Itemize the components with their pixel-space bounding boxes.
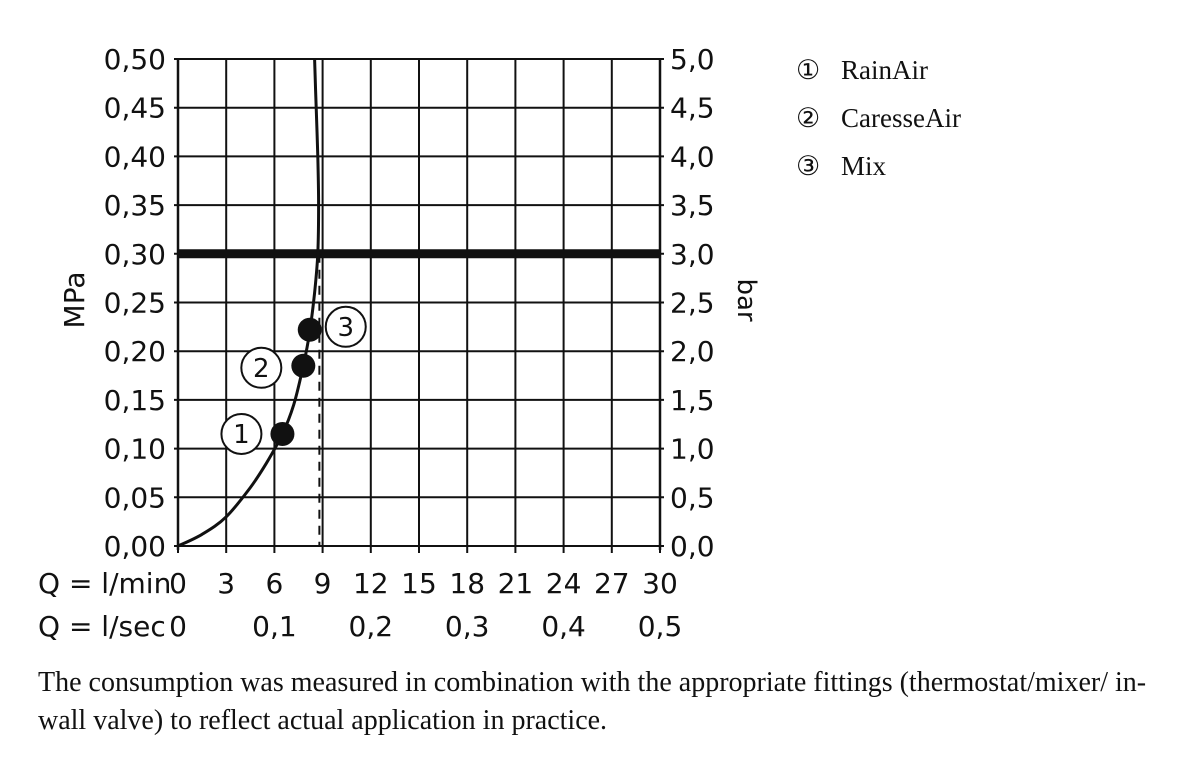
- legend-label-caresseair: CaresseAir: [841, 103, 961, 133]
- callout-circle-2: [240, 346, 283, 389]
- y-left-tick-label: 0,05: [104, 481, 166, 514]
- x-primary-tick-label: 24: [546, 567, 582, 600]
- y-right-tick-label: 3,0: [670, 238, 715, 271]
- y-right-tick-label: 0,0: [670, 530, 715, 563]
- y-right-tick-label: 1,0: [670, 433, 715, 466]
- footnote-text: The consumption was measured in combinat…: [38, 667, 1147, 736]
- x-secondary-tick-label: 0: [169, 610, 187, 643]
- x-secondary-axis-label: Q = l/sec: [38, 610, 166, 643]
- y-left-tick-label: 0,45: [104, 92, 166, 125]
- y-right-tick-label: 3,5: [670, 189, 715, 222]
- data-points: 1 2 3: [220, 305, 367, 455]
- y-left-tick-label: 0,30: [104, 238, 166, 271]
- callout-circle-1: [220, 412, 263, 455]
- x-primary-tick-label: 9: [314, 567, 332, 600]
- callout-label-1: 1: [233, 420, 250, 450]
- x-primary-tick-label: 21: [498, 567, 534, 600]
- chart-grid: [174, 58, 664, 553]
- callout-label-3: 3: [337, 313, 354, 343]
- y-left-tick-label: 0,25: [104, 287, 166, 320]
- x-secondary-tick-label: 0,1: [252, 610, 297, 643]
- x-secondary-tick-label: 0,4: [541, 610, 586, 643]
- y-left-tick-label: 0,15: [104, 384, 166, 417]
- y-right-tick-label: 2,5: [670, 287, 715, 320]
- data-point-2: [291, 353, 316, 378]
- data-point-1: [270, 421, 295, 446]
- y-right-tick-label: 2,0: [670, 335, 715, 368]
- x-secondary-tick-label: 0,3: [445, 610, 490, 643]
- legend: ① RainAir ② CaresseAir ③ Mix: [796, 55, 961, 181]
- legend-symbol-2: ②: [796, 103, 820, 133]
- data-point-3: [297, 317, 322, 342]
- x-primary-tick-label: 18: [449, 567, 485, 600]
- legend-label-rainair: RainAir: [841, 55, 928, 85]
- x-primary-tick-label: 3: [217, 567, 235, 600]
- y-left-axis-label: MPa: [58, 272, 91, 329]
- y-left-tick-label: 0,50: [104, 43, 166, 76]
- y-right-tick-label: 4,5: [670, 92, 715, 125]
- y-right-tick-label: 0,5: [670, 481, 715, 514]
- x-secondary-tick-label: 0,5: [638, 610, 683, 643]
- x-primary-tick-label: 12: [353, 567, 389, 600]
- x-primary-tick-label: 6: [265, 567, 283, 600]
- x-primary-tick-label: 30: [642, 567, 678, 600]
- legend-symbol-3: ③: [796, 151, 820, 181]
- y-right-axis-label: bar: [731, 278, 761, 321]
- x-primary-tick-label: 27: [594, 567, 630, 600]
- x-primary-axis-label: Q = l/min: [38, 567, 171, 600]
- legend-symbol-1: ①: [796, 55, 820, 85]
- callout-label-2: 2: [253, 354, 270, 384]
- y-left-tick-label: 0,10: [104, 433, 166, 466]
- tick-labels: 0,000,050,100,150,200,250,300,350,400,45…: [104, 43, 715, 643]
- callout-circle-3: [324, 305, 367, 348]
- y-right-tick-label: 4,0: [670, 140, 715, 173]
- y-left-tick-label: 0,40: [104, 140, 166, 173]
- y-left-tick-label: 0,20: [104, 335, 166, 368]
- reference-lines: [178, 249, 660, 546]
- y-right-tick-label: 1,5: [670, 384, 715, 417]
- legend-label-mix: Mix: [841, 151, 887, 181]
- y-left-tick-label: 0,35: [104, 189, 166, 222]
- y-left-tick-label: 0,00: [104, 530, 166, 563]
- x-secondary-tick-label: 0,2: [349, 610, 394, 643]
- y-right-tick-label: 5,0: [670, 43, 715, 76]
- x-primary-tick-label: 0: [169, 567, 187, 600]
- x-primary-tick-label: 15: [401, 567, 437, 600]
